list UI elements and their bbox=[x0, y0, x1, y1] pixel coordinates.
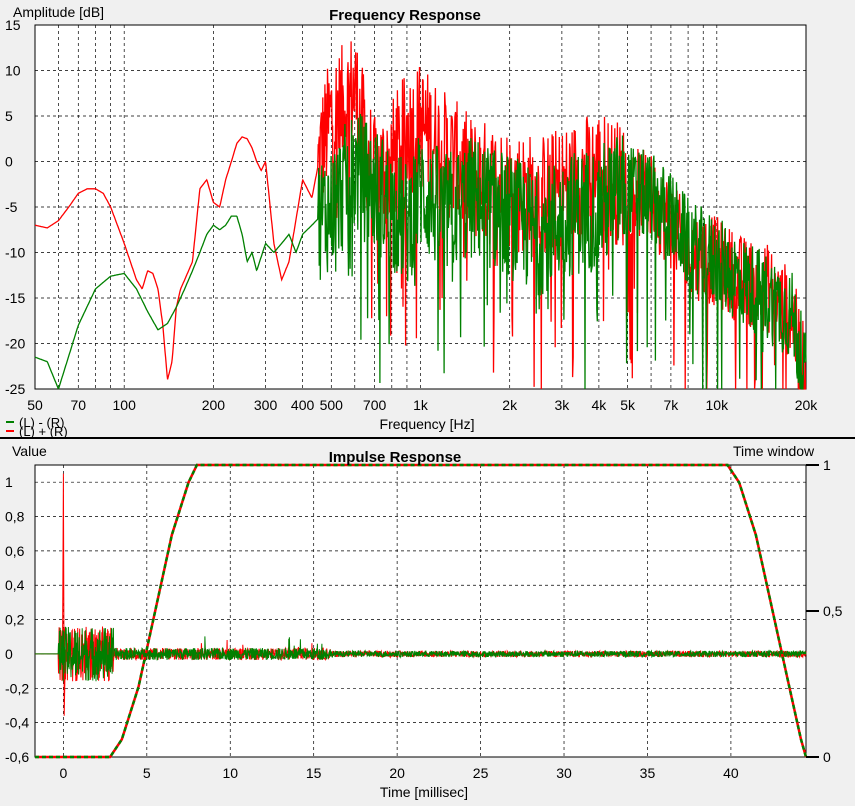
impulse-y2-axis-label: Time window bbox=[733, 443, 815, 459]
freq-y-tick-label: -20 bbox=[5, 336, 25, 352]
impulse-x-tick-label: 15 bbox=[306, 765, 322, 781]
impulse-y2-tick-label: 0 bbox=[823, 749, 831, 765]
freq-x-tick-label: 4k bbox=[591, 397, 607, 413]
freq-y-tick-label: -15 bbox=[5, 290, 25, 306]
impulse-x-tick-label: 25 bbox=[473, 765, 489, 781]
impulse-x-tick-label: 10 bbox=[222, 765, 238, 781]
freq-x-tick-label: 500 bbox=[320, 397, 344, 413]
freq-y-tick-label: 0 bbox=[5, 154, 13, 170]
freq-x-tick-label: 20k bbox=[795, 397, 819, 413]
impulse-y-tick-label: 0,4 bbox=[5, 577, 25, 593]
freq-series-l-minus-r bbox=[34, 113, 807, 390]
impulse-y-tick-label: -0,4 bbox=[5, 715, 29, 731]
impulse-plot-area bbox=[34, 464, 807, 758]
impulse-y2-tick-label: 0,5 bbox=[823, 603, 843, 619]
impulse-x-tick-label: 35 bbox=[640, 765, 656, 781]
impulse-y-axis-label: Value bbox=[12, 443, 47, 459]
freq-legend: (L) - (R) (L) + (R) bbox=[6, 415, 68, 439]
freq-y-axis-label: Amplitude [dB] bbox=[13, 4, 104, 20]
freq-x-tick-label: 10k bbox=[706, 397, 730, 413]
frequency-response-chart: 50 70 100 200 300 400 500 700 1k 2k 3k 4k 5k 7k 10k 20k… bbox=[5, 4, 818, 439]
impulse-y-tick-label: 0,6 bbox=[5, 543, 25, 559]
impulse-x-tick-label: 5 bbox=[143, 765, 151, 781]
time-window-curve bbox=[35, 463, 808, 759]
freq-x-tick-label: 100 bbox=[113, 397, 137, 413]
freq-y-tick-label: -5 bbox=[5, 199, 18, 215]
freq-y-tick-label: -10 bbox=[5, 245, 25, 261]
freq-x-tick-label: 300 bbox=[254, 397, 278, 413]
legend-l-minus-r: (L) - (R) bbox=[19, 415, 65, 430]
impulse-y-tick-label: 0,2 bbox=[5, 612, 25, 628]
impulse-x-tick-label: 30 bbox=[556, 765, 572, 781]
freq-y-tick-label: -25 bbox=[5, 381, 25, 397]
freq-x-tick-label: 50 bbox=[27, 397, 43, 413]
impulse-x-tick-label: 20 bbox=[389, 765, 405, 781]
freq-x-tick-label: 7k bbox=[664, 397, 680, 413]
freq-x-tick-label: 70 bbox=[71, 397, 87, 413]
freq-x-axis-label: Frequency [Hz] bbox=[380, 416, 475, 432]
freq-y-tick-label: 5 bbox=[5, 108, 13, 124]
impulse-response-chart: 0 5 10 15 20 25 30 35 40 10,80,60,40,20-0,2-0,4-… bbox=[5, 443, 843, 800]
freq-y-tick-label: 10 bbox=[5, 63, 21, 79]
freq-chart-title: Frequency Response bbox=[329, 7, 481, 24]
impulse-y-tick-label: 1 bbox=[5, 474, 13, 490]
impulse-series-l-minus-r bbox=[35, 626, 807, 682]
freq-series-l-plus-r bbox=[34, 41, 807, 390]
impulse-y2-tick-label: 1 bbox=[823, 457, 831, 473]
impulse-y-tick-label: -0,6 bbox=[5, 749, 29, 765]
freq-x-tick-label: 400 bbox=[291, 397, 315, 413]
impulse-y-tick-label: 0 bbox=[5, 646, 13, 662]
freq-x-tick-label: 5k bbox=[620, 397, 636, 413]
impulse-y-tick-label: -0,2 bbox=[5, 680, 29, 696]
legend-l-plus-r: (L) + (R) bbox=[19, 424, 68, 439]
impulse-x-tick-label: 40 bbox=[723, 765, 739, 781]
freq-y-tick-label: 15 bbox=[5, 17, 21, 33]
impulse-x-tick-label: 0 bbox=[59, 765, 67, 781]
freq-x-tick-label: 700 bbox=[363, 397, 387, 413]
freq-x-tick-label: 200 bbox=[202, 397, 226, 413]
impulse-y-tick-label: 0,8 bbox=[5, 509, 25, 525]
freq-x-tick-label: 1k bbox=[413, 397, 429, 413]
freq-x-tick-label: 2k bbox=[502, 397, 518, 413]
impulse-chart-title: Impulse Response bbox=[329, 449, 462, 466]
impulse-x-axis-label: Time [millisec] bbox=[380, 784, 468, 800]
freq-x-tick-label: 3k bbox=[554, 397, 570, 413]
